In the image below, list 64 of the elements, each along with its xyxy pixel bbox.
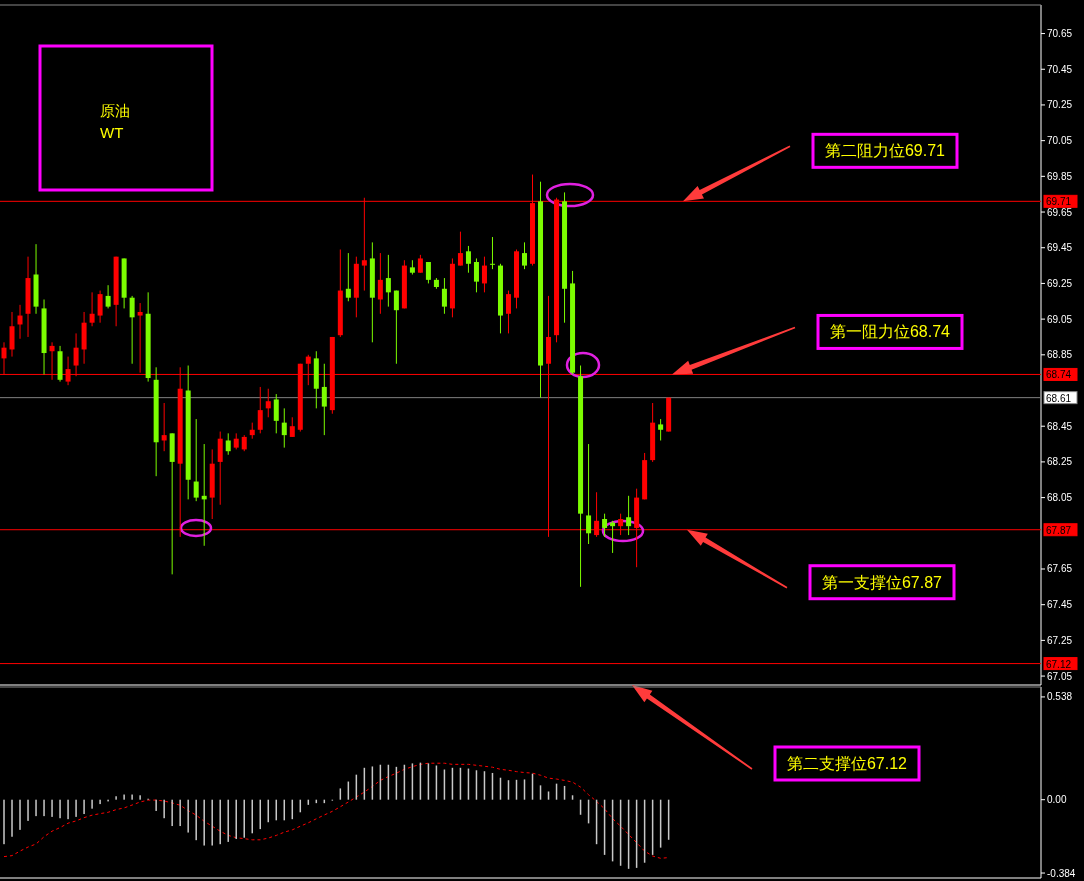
candlestick: [522, 241, 527, 270]
y-tick-label: 0.538: [1047, 691, 1073, 703]
candlestick: [489, 236, 495, 270]
ref-line-label: 67.87: [1046, 524, 1072, 536]
y-tick-label: 67.05: [1047, 670, 1073, 682]
annotation: 第一阻力位68.74: [829, 323, 951, 341]
line-series: [3, 762, 670, 859]
candlestick: [385, 254, 391, 308]
candlestick: [658, 418, 664, 441]
y-tick-label: 70.45: [1047, 63, 1073, 75]
candlestick: [345, 252, 351, 302]
candlestick: [586, 443, 592, 545]
y-tick-label: 67.25: [1047, 634, 1073, 646]
ref-line-label: 69.71: [1046, 196, 1072, 208]
y-tick-label: 70.25: [1047, 99, 1073, 111]
candlestick: [473, 257, 479, 293]
candlestick: [602, 513, 608, 538]
y-tick-label: 69.65: [1047, 206, 1073, 218]
candlestick: [193, 418, 199, 502]
candlestick: [105, 284, 111, 309]
y-tick-label: -0.384: [1047, 867, 1076, 879]
y-tick-label: 70.05: [1047, 135, 1073, 147]
y-tick-label: 69.05: [1047, 313, 1073, 325]
annotation: 第二支撑位67.12: [786, 755, 908, 772]
y-tick-label: 69.85: [1047, 170, 1073, 182]
candlestick: [321, 363, 327, 436]
candlestick: [289, 416, 295, 438]
candlestick: [97, 290, 103, 324]
y-tick-label: 68.85: [1047, 349, 1073, 361]
y-tick-label: 70.65: [1047, 28, 1073, 40]
candlestick: [9, 311, 15, 358]
candlestick: [129, 295, 135, 365]
candlestick: [89, 291, 95, 327]
candlestick: [481, 256, 487, 293]
candlestick: [441, 277, 447, 315]
y-tick-label: 0.00: [1047, 794, 1067, 806]
candlestick: [257, 386, 263, 434]
candlestick: [281, 407, 287, 449]
candlestick: [217, 431, 223, 506]
text: WT: [100, 124, 124, 141]
y-tick-label: 68.45: [1047, 420, 1073, 432]
candlestick: [465, 245, 471, 274]
annotation: 第二阻力位69.71: [824, 142, 946, 160]
candlestick: [265, 388, 271, 418]
candlestick: [377, 252, 383, 315]
text: 原油: [100, 102, 130, 119]
ref-line-label: 67.12: [1046, 658, 1072, 670]
y-tick-label: 68.05: [1047, 492, 1073, 504]
candlestick: [457, 231, 463, 267]
ref-line-label: 68.61: [1046, 392, 1072, 404]
annotation: 第一支撑位67.87: [821, 573, 943, 591]
candlestick: [273, 393, 279, 434]
candlestick: [425, 261, 431, 284]
y-tick-label: 69.25: [1047, 277, 1073, 289]
candlestick: [161, 402, 167, 452]
y-tick-label: 69.45: [1047, 242, 1073, 254]
ref-line-label: 68.74: [1046, 369, 1072, 381]
y-tick-label: 67.65: [1047, 563, 1073, 575]
candlestick: [225, 432, 231, 456]
candlestick: [393, 290, 399, 365]
y-tick-label: 68.25: [1047, 456, 1073, 468]
y-tick-label: 67.45: [1047, 599, 1073, 611]
candlestick: [505, 290, 511, 334]
candlestick: [626, 495, 632, 536]
